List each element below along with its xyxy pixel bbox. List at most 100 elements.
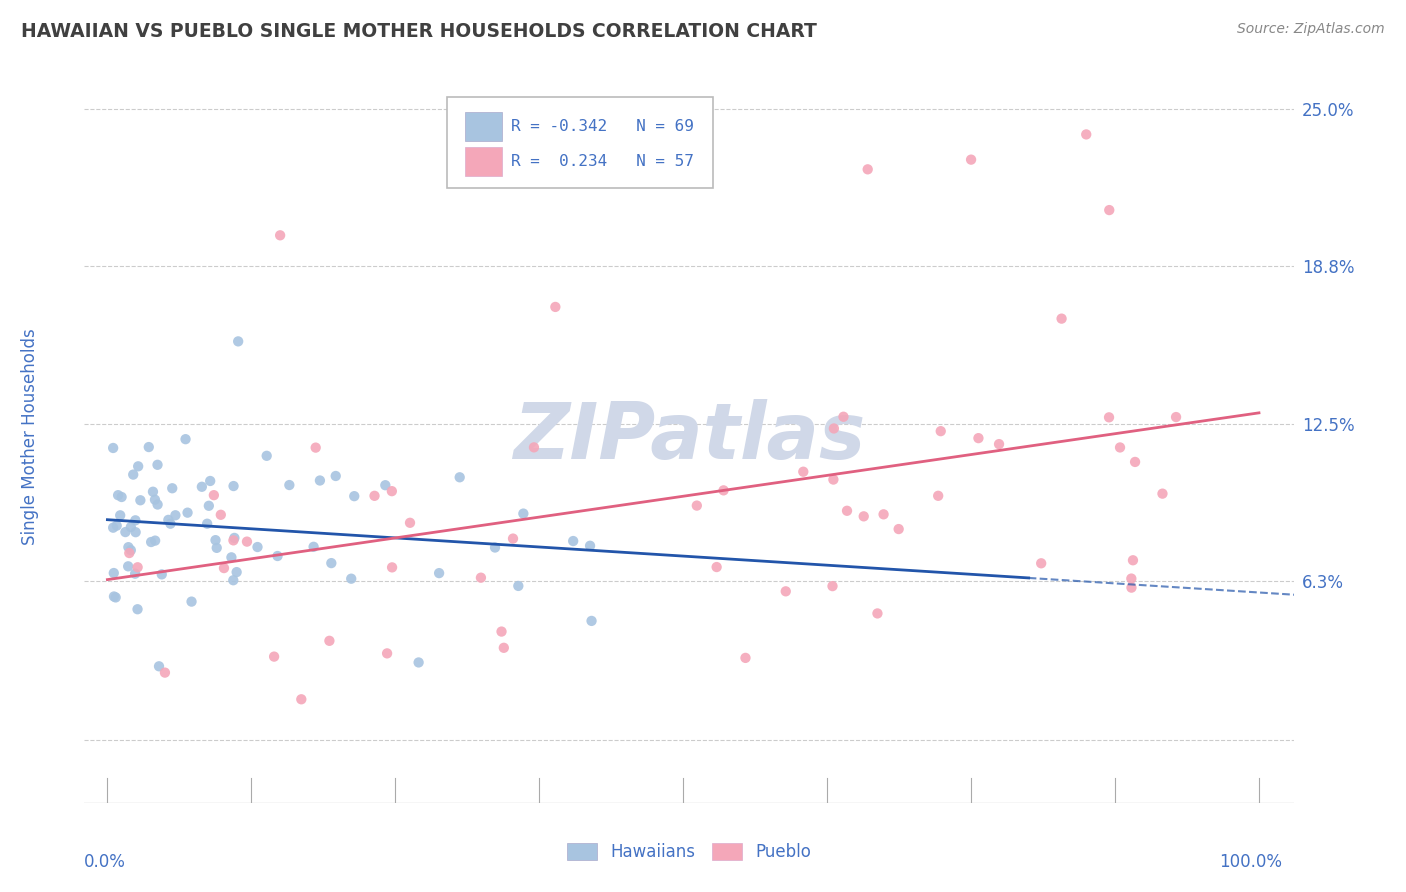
Point	[114, 524, 136, 539]
Point	[148, 659, 170, 673]
Point	[165, 508, 187, 523]
Point	[512, 507, 534, 521]
Point	[103, 590, 125, 604]
Text: Single Mother Households: Single Mother Households	[21, 329, 39, 545]
Point	[325, 469, 347, 483]
Point	[195, 516, 218, 531]
Point	[309, 474, 332, 488]
Point	[222, 479, 245, 493]
Point	[104, 591, 127, 605]
Text: R =  0.234   N = 57: R = 0.234 N = 57	[512, 153, 695, 169]
Point	[1123, 455, 1146, 469]
Point	[1098, 203, 1121, 218]
Point	[118, 546, 141, 560]
Point	[734, 651, 756, 665]
Point	[103, 566, 125, 580]
Point	[150, 567, 173, 582]
Point	[124, 513, 146, 527]
Point	[832, 409, 855, 424]
Point	[110, 490, 132, 504]
Point	[792, 465, 814, 479]
Point	[191, 480, 214, 494]
Point	[226, 334, 249, 349]
Point	[713, 483, 735, 498]
Point	[263, 649, 285, 664]
Point	[1152, 486, 1174, 500]
Point	[266, 549, 288, 563]
Point	[225, 565, 247, 579]
Point	[127, 560, 149, 574]
Point	[375, 646, 398, 660]
Point	[101, 521, 124, 535]
Point	[198, 474, 221, 488]
Point	[105, 518, 128, 533]
Point	[523, 441, 546, 455]
FancyBboxPatch shape	[447, 97, 713, 188]
Point	[374, 478, 396, 492]
Point	[157, 513, 180, 527]
Point	[343, 489, 366, 503]
Point	[153, 665, 176, 680]
Point	[222, 573, 245, 587]
Point	[180, 594, 202, 608]
Point	[363, 489, 385, 503]
Point	[1050, 311, 1073, 326]
Point	[302, 540, 325, 554]
Point	[427, 566, 450, 581]
Point	[143, 492, 166, 507]
Bar	[465, 146, 502, 176]
Point	[120, 543, 142, 558]
Text: HAWAIIAN VS PUEBLO SINGLE MOTHER HOUSEHOLDS CORRELATION CHART: HAWAIIAN VS PUEBLO SINGLE MOTHER HOUSEHO…	[21, 22, 817, 41]
Point	[205, 541, 228, 555]
Text: 0.0%: 0.0%	[84, 854, 127, 871]
Point	[399, 516, 422, 530]
Point	[823, 473, 845, 487]
Point	[340, 572, 363, 586]
Point	[127, 602, 149, 616]
Point	[117, 540, 139, 554]
Point	[470, 571, 492, 585]
Point	[212, 561, 235, 575]
Bar	[465, 112, 502, 141]
Point	[159, 516, 181, 531]
Point	[927, 489, 949, 503]
Point	[236, 534, 259, 549]
Point	[176, 506, 198, 520]
Point	[508, 579, 530, 593]
Point	[224, 531, 246, 545]
Point	[775, 584, 797, 599]
Point	[124, 525, 146, 540]
Legend: Hawaiians, Pueblo: Hawaiians, Pueblo	[560, 836, 818, 868]
Point	[491, 624, 513, 639]
Point	[1098, 410, 1121, 425]
Point	[305, 441, 328, 455]
Point	[174, 432, 197, 446]
Point	[929, 424, 952, 438]
Point	[502, 532, 524, 546]
Point	[318, 633, 340, 648]
Point	[222, 533, 245, 548]
Point	[204, 533, 226, 548]
Point	[821, 579, 844, 593]
Point	[202, 488, 225, 502]
Text: ZIPatlas: ZIPatlas	[513, 399, 865, 475]
Point	[988, 437, 1011, 451]
Point	[139, 535, 162, 549]
Point	[1076, 128, 1098, 142]
Point	[1031, 556, 1053, 570]
Point	[122, 467, 145, 482]
Point	[138, 440, 160, 454]
Point	[835, 504, 858, 518]
Point	[101, 441, 124, 455]
Point	[221, 550, 243, 565]
Point	[209, 508, 232, 522]
Point	[321, 556, 343, 570]
Point	[120, 520, 142, 534]
Point	[562, 534, 585, 549]
Point	[579, 539, 602, 553]
Point	[967, 431, 990, 445]
Point	[290, 692, 312, 706]
Point	[256, 449, 278, 463]
Point	[381, 560, 404, 574]
Point	[866, 607, 889, 621]
